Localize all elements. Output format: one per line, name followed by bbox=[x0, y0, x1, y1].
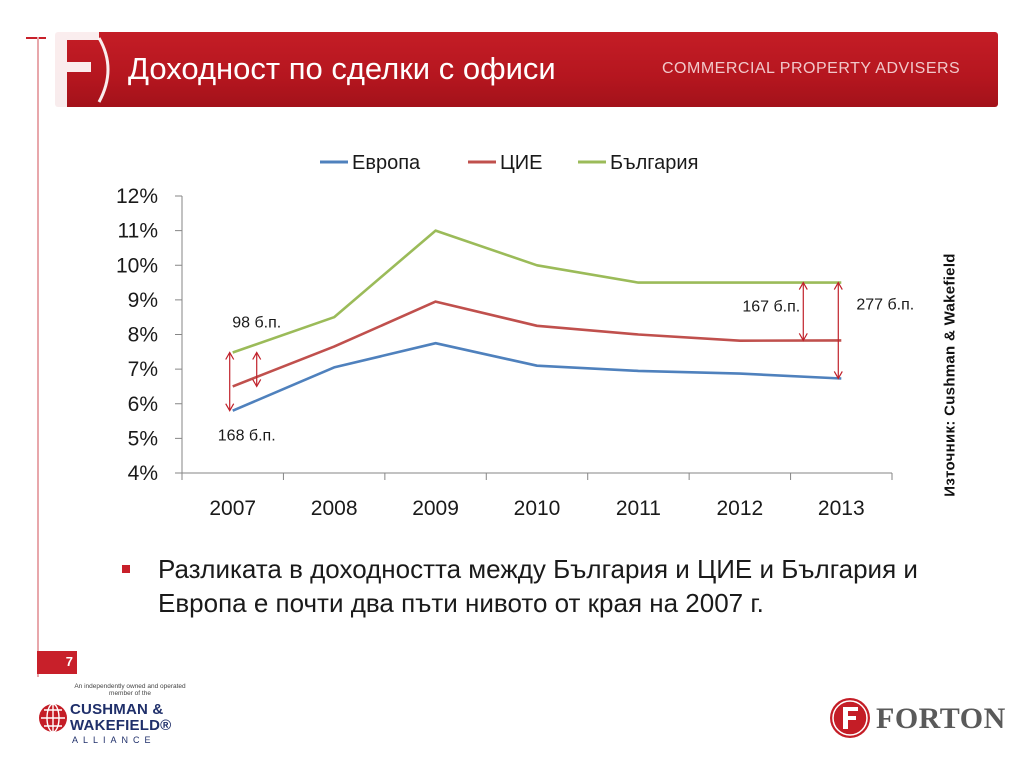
y-tick-label: 11% bbox=[118, 220, 158, 243]
forton-wordmark: FORTON bbox=[876, 702, 1006, 735]
annotation-arrow-277-head-top bbox=[833, 281, 843, 290]
forton-logo: FORTON bbox=[828, 696, 1005, 744]
annotation-label-98: 98 б.п. bbox=[232, 315, 281, 332]
annotation-label-167: 167 б.п. bbox=[742, 299, 800, 316]
x-tick-label: 2007 bbox=[209, 497, 256, 520]
legend-label: ЦИЕ bbox=[500, 152, 543, 174]
y-tick-label: 7% bbox=[128, 358, 158, 381]
forton-emblem-icon bbox=[830, 698, 870, 738]
annotation-arrow-168-head-bottom bbox=[225, 403, 235, 412]
cushman-wakefield-logo: An independently owned and operated memb… bbox=[38, 683, 188, 749]
x-tick-label: 2012 bbox=[716, 497, 763, 520]
legend-label: България bbox=[610, 152, 698, 174]
page-number-badge: 7 bbox=[37, 651, 77, 674]
source-note: Източник: Cushman & Wakefield bbox=[941, 253, 959, 497]
cw-name-line2: WAKEFIELD® bbox=[70, 717, 172, 734]
source-container: Източник: Cushman & Wakefield bbox=[930, 210, 970, 540]
y-tick-label: 5% bbox=[128, 427, 158, 450]
annotation-arrow-167-head-top bbox=[798, 281, 808, 290]
frame-top-accent bbox=[26, 37, 46, 39]
bullet-text: Разликата в доходността между България и… bbox=[158, 554, 918, 618]
x-tick-label: 2011 bbox=[616, 497, 661, 520]
page-number: 7 bbox=[65, 654, 73, 669]
legend-label: Европа bbox=[352, 152, 421, 174]
annotation-arrow-98-head-bottom bbox=[252, 379, 262, 388]
header-banner bbox=[55, 32, 998, 107]
series-line-ЦИЕ bbox=[232, 300, 842, 388]
annotation-arrow-168-head-top bbox=[225, 351, 235, 360]
annotation-arrow-277-head-bottom bbox=[833, 371, 843, 380]
header-tagline: COMMERCIAL PROPERTY ADVISERS bbox=[662, 60, 961, 77]
y-tick-label: 4% bbox=[128, 462, 158, 485]
y-tick-label: 6% bbox=[128, 393, 158, 416]
annotation-label-277: 277 б.п. bbox=[856, 297, 914, 314]
cw-name-line1: CUSHMAN & bbox=[70, 701, 164, 718]
annotation-arrow-98-head-top bbox=[252, 351, 262, 360]
x-tick-label: 2010 bbox=[514, 497, 561, 520]
y-tick-label: 12% bbox=[116, 185, 158, 208]
frame-left-line bbox=[37, 37, 39, 677]
x-tick-label: 2013 bbox=[818, 497, 865, 520]
forton-f-emblem-icon bbox=[55, 32, 110, 107]
x-tick-label: 2009 bbox=[412, 497, 459, 520]
cw-globe-icon bbox=[39, 703, 67, 733]
y-tick-label: 9% bbox=[128, 289, 158, 312]
y-tick-label: 10% bbox=[116, 254, 158, 277]
annotation-arrow-167-head-bottom bbox=[798, 333, 808, 342]
cw-tagline: An independently owned and operated memb… bbox=[74, 683, 186, 697]
series-line-Европа bbox=[232, 341, 842, 412]
series-line-България bbox=[232, 229, 842, 354]
cw-alliance: ALLIANCE bbox=[72, 735, 156, 745]
page-title: Доходност по сделки с офиси bbox=[128, 51, 556, 86]
annotation-label-168: 168 б.п. bbox=[218, 428, 276, 445]
y-tick-label: 8% bbox=[128, 324, 158, 347]
bullet-marker bbox=[122, 565, 130, 573]
x-tick-label: 2008 bbox=[311, 497, 358, 520]
